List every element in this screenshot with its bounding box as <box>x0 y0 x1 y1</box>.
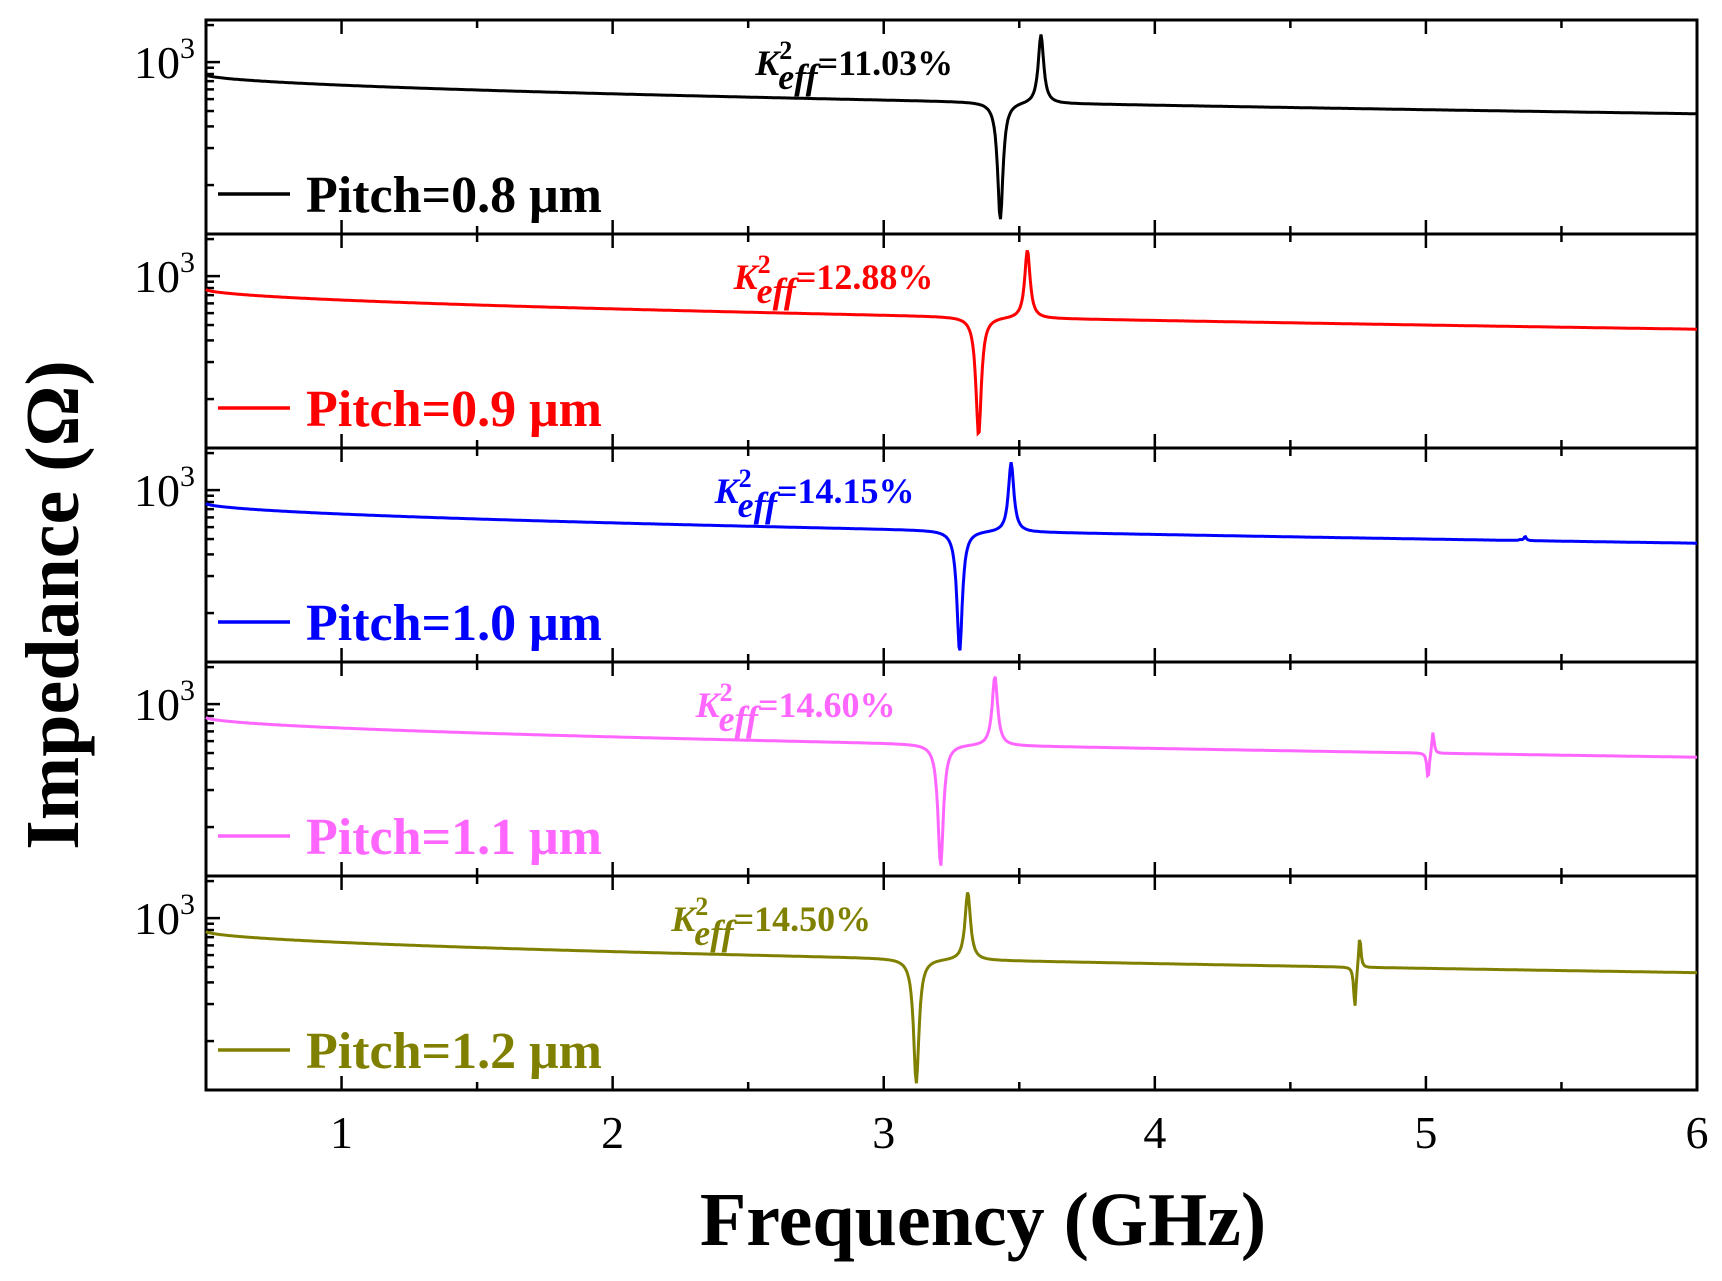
k-eff-label: K2 eff=11.03% <box>754 36 953 97</box>
series-line <box>205 676 1697 866</box>
legend-label: Pitch=1.0 μm <box>306 595 602 652</box>
y-tick-label: 103 <box>134 888 195 944</box>
panel-1: 103 Pitch=0.8 μm K2 eff=11.03% <box>134 18 1699 236</box>
legend-label: Pitch=1.2 μm <box>306 1023 602 1080</box>
legend-label: Pitch=1.1 μm <box>306 809 602 866</box>
x-tick-label: 6 <box>1686 1107 1709 1158</box>
x-axis-title: Frequency (GHz) <box>700 1178 1266 1262</box>
y-tick-label: 103 <box>134 674 195 730</box>
x-tick-label: 3 <box>872 1107 895 1158</box>
x-axis: 1 2 3 4 5 6 <box>330 1107 1708 1158</box>
y-tick-label: 103 <box>134 460 195 516</box>
series-line <box>205 249 1697 437</box>
x-tick-label: 5 <box>1414 1107 1437 1158</box>
y-axis-title: Impedance (Ω) <box>11 360 95 849</box>
y-tick-label: 103 <box>134 32 195 88</box>
series-line <box>205 891 1698 1084</box>
legend-label: Pitch=0.9 μm <box>306 381 602 438</box>
panels: 103 Pitch=0.8 μm K2 eff=11.03% 103 Pitch=0.9 … <box>134 18 1699 1092</box>
x-tick-label: 4 <box>1143 1107 1166 1158</box>
panel-5: 103 Pitch=1.2 μm K2 eff=14.50% <box>134 874 1699 1092</box>
y-tick-label: 103 <box>134 246 195 302</box>
panel-4: 103 Pitch=1.1 μm K2 eff=14.60% <box>134 660 1699 878</box>
panel-2: 103 Pitch=0.9 μm K2 eff=12.88% <box>134 232 1699 450</box>
k-eff-label: K2 eff=12.88% <box>733 250 934 311</box>
series-line <box>205 34 1697 220</box>
k-eff-label: K2 eff=14.50% <box>670 892 871 953</box>
k-eff-label: K2 eff=14.15% <box>714 464 915 525</box>
k-eff-label: K2 eff=14.60% <box>695 678 896 739</box>
x-tick-label: 1 <box>330 1107 353 1158</box>
legend-label: Pitch=0.8 μm <box>306 167 602 224</box>
series-line <box>205 461 1697 651</box>
panel-3: 103 Pitch=1.0 μm K2 eff=14.15% <box>134 446 1699 664</box>
x-tick-label: 2 <box>601 1107 624 1158</box>
